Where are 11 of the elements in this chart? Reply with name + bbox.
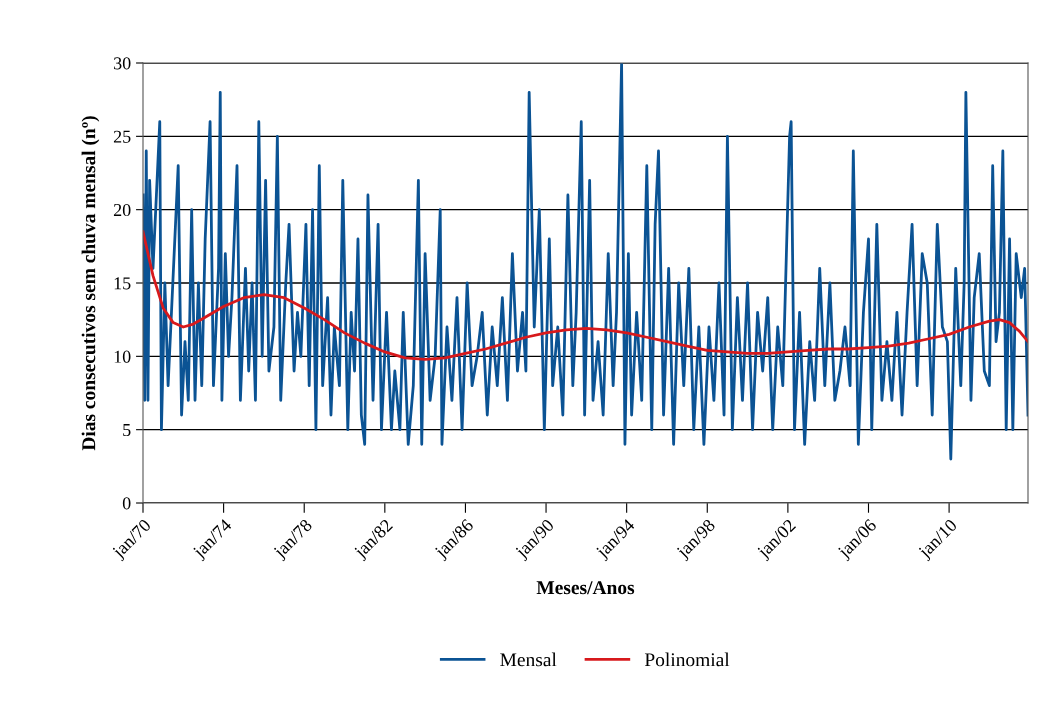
legend-label: Polinomial [644, 652, 730, 667]
y-tick-label: 5 [123, 424, 131, 437]
y-tick-label: 0 [122, 497, 131, 510]
y-axis-title: Dias consecutivos sem chuva mensal (nº) [81, 116, 100, 451]
y-tick-label: 10 [114, 350, 131, 363]
y-tick-label: 25 [113, 130, 131, 143]
y-tick-label: 30 [114, 57, 131, 70]
legend-label: Mensal [500, 652, 557, 667]
y-tick-label: 20 [113, 203, 131, 217]
y-tick-label: 15 [114, 277, 131, 290]
x-axis-title: Meses/Anos [536, 581, 635, 595]
